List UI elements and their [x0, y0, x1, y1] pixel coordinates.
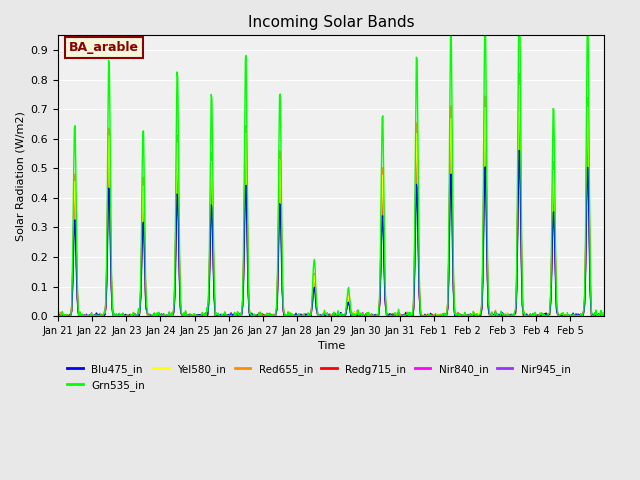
- Red655_in: [54, 312, 62, 318]
- Grn535_in: [54, 312, 62, 318]
- Red655_in: [119, 312, 127, 318]
- Redg715_in: [600, 311, 608, 316]
- Yel580_in: [515, 83, 523, 88]
- Nir840_in: [516, 91, 524, 96]
- Yel580_in: [63, 313, 71, 319]
- Yel580_in: [119, 313, 127, 319]
- Redg715_in: [55, 313, 63, 319]
- Line: Nir840_in: Nir840_in: [58, 94, 604, 316]
- Grn535_in: [220, 313, 227, 319]
- Yel580_in: [419, 313, 427, 319]
- Grn535_in: [55, 313, 63, 319]
- Legend: Blu475_in, Grn535_in, Yel580_in, Red655_in, Redg715_in, Nir840_in, Nir945_in: Blu475_in, Grn535_in, Yel580_in, Red655_…: [63, 360, 575, 395]
- Blu475_in: [515, 148, 523, 154]
- Title: Incoming Solar Bands: Incoming Solar Bands: [248, 15, 415, 30]
- Yel580_in: [600, 309, 608, 315]
- Blu475_in: [246, 312, 253, 318]
- Nir945_in: [220, 312, 227, 318]
- Blu475_in: [418, 313, 426, 319]
- Nir840_in: [419, 313, 427, 319]
- Nir840_in: [267, 313, 275, 319]
- Red655_in: [600, 311, 608, 317]
- Line: Blu475_in: Blu475_in: [58, 151, 604, 316]
- Redg715_in: [419, 313, 427, 319]
- Yel580_in: [246, 309, 254, 314]
- Nir840_in: [388, 312, 396, 318]
- Blu475_in: [266, 313, 274, 319]
- X-axis label: Time: Time: [317, 341, 345, 351]
- Red655_in: [388, 312, 396, 318]
- Blu475_in: [219, 312, 227, 318]
- Redg715_in: [388, 313, 396, 319]
- Red655_in: [220, 312, 227, 318]
- Nir840_in: [220, 313, 227, 319]
- Grn535_in: [388, 313, 396, 319]
- Blu475_in: [54, 313, 62, 319]
- Nir945_in: [119, 312, 127, 318]
- Yel580_in: [220, 312, 227, 318]
- Redg715_in: [516, 99, 524, 105]
- Redg715_in: [246, 310, 254, 316]
- Grn535_in: [419, 313, 427, 319]
- Redg715_in: [267, 312, 275, 318]
- Yel580_in: [267, 313, 275, 319]
- Y-axis label: Solar Radiation (W/m2): Solar Radiation (W/m2): [15, 111, 25, 240]
- Nir945_in: [600, 311, 608, 316]
- Red655_in: [61, 313, 69, 319]
- Yel580_in: [388, 313, 396, 319]
- Nir945_in: [55, 313, 63, 319]
- Line: Red655_in: Red655_in: [58, 73, 604, 316]
- Redg715_in: [54, 313, 62, 319]
- Red655_in: [516, 71, 524, 76]
- Nir840_in: [600, 310, 608, 316]
- Nir840_in: [246, 312, 254, 317]
- Nir945_in: [54, 311, 62, 316]
- Grn535_in: [600, 310, 608, 315]
- Nir945_in: [246, 312, 254, 317]
- Blu475_in: [600, 313, 608, 319]
- Nir945_in: [267, 312, 275, 318]
- Grn535_in: [246, 310, 254, 315]
- Yel580_in: [54, 311, 62, 316]
- Grn535_in: [267, 312, 275, 317]
- Red655_in: [246, 312, 254, 317]
- Line: Grn535_in: Grn535_in: [58, 0, 604, 316]
- Nir840_in: [119, 312, 127, 318]
- Line: Yel580_in: Yel580_in: [58, 85, 604, 316]
- Blu475_in: [118, 313, 126, 319]
- Line: Nir945_in: Nir945_in: [58, 110, 604, 316]
- Red655_in: [267, 313, 275, 319]
- Line: Redg715_in: Redg715_in: [58, 102, 604, 316]
- Nir840_in: [54, 312, 62, 318]
- Nir840_in: [55, 313, 63, 319]
- Nir945_in: [419, 313, 427, 319]
- Redg715_in: [220, 313, 227, 319]
- Text: BA_arable: BA_arable: [69, 41, 139, 54]
- Red655_in: [419, 313, 427, 319]
- Blu475_in: [388, 312, 396, 318]
- Grn535_in: [119, 310, 127, 316]
- Nir945_in: [388, 313, 396, 319]
- Nir945_in: [515, 108, 523, 113]
- Redg715_in: [119, 311, 127, 316]
